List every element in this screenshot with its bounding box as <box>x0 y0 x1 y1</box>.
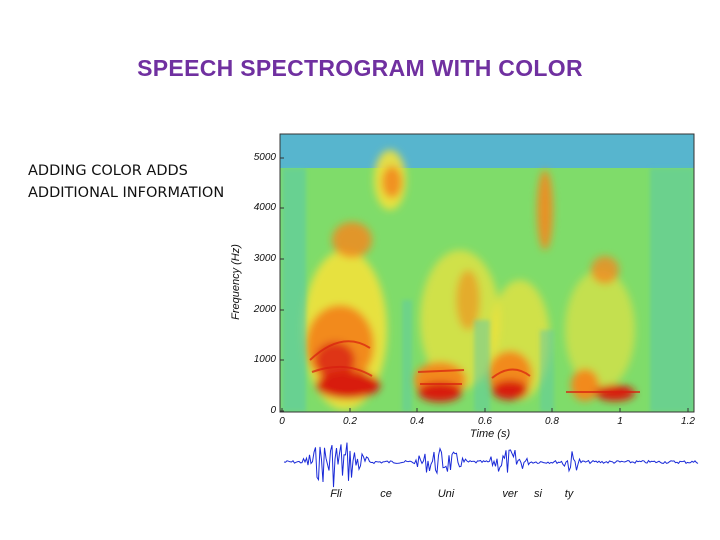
plot-frame <box>279 133 695 413</box>
side-caption: ADDING COLOR ADDS ADDITIONAL INFORMATION <box>28 160 224 204</box>
y-tick-label: 2000 <box>253 304 276 315</box>
harmonic-streaks <box>309 340 640 393</box>
x-tick-label: 1 <box>617 416 623 427</box>
syllable-label: si <box>534 488 542 500</box>
x-tick-marks <box>281 408 689 412</box>
x-tick-label: 0.2 <box>343 416 357 427</box>
y-tick-label: 1000 <box>253 354 276 365</box>
y-tick-marks <box>280 157 284 412</box>
y-axis-label: Frequency (Hz) <box>230 244 242 320</box>
syllable-label: ty <box>564 488 574 500</box>
syllable-label: ver <box>502 488 518 500</box>
y-tick-label: 4000 <box>253 202 276 213</box>
speech-waveform <box>283 442 699 488</box>
x-tick-label: 0.6 <box>478 416 492 427</box>
syllable-label: Fli <box>330 488 342 500</box>
x-tick-label: 1.2 <box>681 416 695 427</box>
x-tick-label: 0.8 <box>545 416 559 427</box>
y-tick-label: 5000 <box>253 152 276 163</box>
high-frequency-band <box>280 134 694 168</box>
waveform-trace <box>283 442 699 488</box>
y-tick-label: 0 <box>270 405 276 416</box>
slide-title: SPEECH SPECTROGRAM WITH COLOR <box>137 55 583 81</box>
silence-gaps <box>282 168 694 412</box>
x-axis-label: Time (s) <box>469 428 511 440</box>
x-tick-label: 0 <box>279 416 285 427</box>
side-caption-line-1: ADDING COLOR ADDS <box>28 163 188 179</box>
syllable-label: ce <box>380 488 392 500</box>
y-tick-label: 3000 <box>253 253 276 264</box>
spectrogram-plot <box>280 134 694 412</box>
syllable-label: Uni <box>437 488 455 500</box>
side-caption-line-2: ADDITIONAL INFORMATION <box>28 185 225 201</box>
x-tick-label: 0.4 <box>410 416 424 427</box>
